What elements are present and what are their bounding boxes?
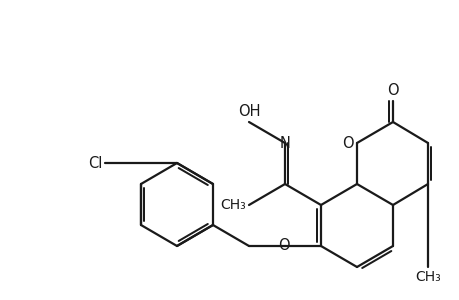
Text: O: O (386, 83, 398, 98)
Text: OH: OH (237, 104, 260, 119)
Text: CH₃: CH₃ (220, 198, 246, 212)
Text: Cl: Cl (89, 155, 103, 170)
Text: O: O (278, 238, 289, 253)
Text: O: O (341, 136, 353, 151)
Text: CH₃: CH₃ (414, 270, 440, 284)
Text: N: N (279, 136, 290, 151)
